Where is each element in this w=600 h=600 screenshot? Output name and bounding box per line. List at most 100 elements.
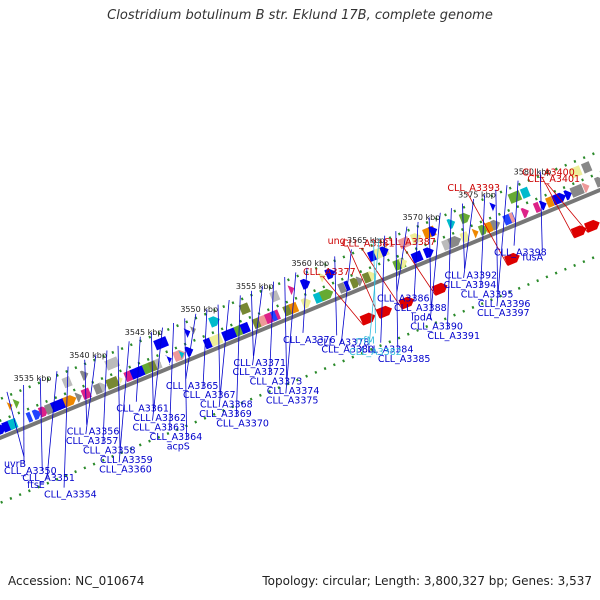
gene-feature <box>239 321 251 335</box>
gene-feature <box>446 219 456 230</box>
leader-line <box>202 309 208 389</box>
gene-block <box>519 186 531 199</box>
leader-line <box>513 180 519 246</box>
gene-label: CLL_A3359 <box>100 455 153 466</box>
gene-arrow <box>563 190 572 201</box>
gene-feature <box>532 201 542 213</box>
gene-arrow <box>428 226 438 237</box>
leader-line <box>46 371 58 479</box>
highlight-arrow <box>359 312 376 326</box>
gene-block <box>569 183 585 198</box>
gene-label: CLL_A3351 <box>22 473 75 484</box>
gene-feature <box>490 219 501 231</box>
tick-label: 3555 kbp <box>236 282 274 291</box>
leader-line <box>269 281 275 375</box>
gene-feature <box>269 290 281 303</box>
gene-arrow <box>300 298 312 309</box>
gene-arrow <box>184 346 194 357</box>
leader-line <box>102 350 108 444</box>
leader-line <box>539 171 543 251</box>
gene-feature <box>563 190 572 201</box>
gene-block <box>508 212 516 224</box>
leader-line <box>380 235 386 343</box>
gene-feature <box>208 333 224 347</box>
guide-line <box>0 253 600 504</box>
leader-line <box>84 359 88 425</box>
leader-line <box>63 366 69 488</box>
gene-block <box>269 290 281 303</box>
gene-label: CLL_A3371 <box>233 358 286 369</box>
gene-arrow <box>299 278 311 290</box>
gene-arrow <box>165 355 172 365</box>
gene-feature <box>520 208 529 218</box>
leader-line <box>480 194 486 288</box>
highlight-gene <box>376 305 392 319</box>
leader-line <box>322 276 364 326</box>
gene-feature <box>189 325 196 336</box>
gene-block <box>61 376 73 389</box>
gene-feature <box>422 247 434 259</box>
leader-line <box>446 208 452 330</box>
gene-label: CLL_A3374 <box>267 386 320 397</box>
leader-line <box>39 378 43 472</box>
gene-feature <box>471 228 479 239</box>
gene-block <box>337 282 347 294</box>
gene-block <box>104 356 121 371</box>
gene-label: CLL_A3356 <box>67 427 120 438</box>
gene-block <box>7 417 19 431</box>
highlight-gene <box>570 225 587 239</box>
gene-label: CLL_A3354 <box>44 490 97 501</box>
gene-label: CLL_A3385 <box>378 354 431 365</box>
gene-label: CLL_A3361 <box>116 404 169 415</box>
red-gene-label: CLL_A3393 <box>447 183 500 194</box>
gene-block <box>80 387 92 400</box>
gene-label: CLL_A3360 <box>99 464 152 475</box>
gene-block <box>532 201 542 213</box>
gene-block <box>568 165 583 179</box>
gene-arrow <box>593 176 600 188</box>
gene-feature <box>183 328 191 338</box>
gene-arrow <box>183 328 191 338</box>
gene-label: lpdA <box>411 312 433 323</box>
leader-line <box>117 345 121 453</box>
gene-feature <box>25 411 34 423</box>
leader-line <box>547 183 588 233</box>
highlight-arrow <box>431 282 448 296</box>
gene-label: CLL_A3350 <box>4 466 57 477</box>
accession-text: Accession: NC_010674 <box>8 574 145 588</box>
red-gene-label: CLL_A3377 <box>303 267 356 278</box>
gene-label: ftsE <box>27 480 45 491</box>
highlight-gene <box>583 219 600 233</box>
gene-label: CLL_A3358 <box>83 446 136 457</box>
gene-arrow <box>62 395 77 408</box>
gene-feature <box>519 186 531 199</box>
gene-feature <box>508 212 516 224</box>
highlight-gene <box>398 296 415 310</box>
tick-label: 3550 kbp <box>180 305 218 314</box>
gene-label: CLL_A3367 <box>183 390 236 401</box>
leader-line <box>284 277 288 385</box>
gene-label: CLL_A3378 <box>317 337 370 348</box>
gene-arrow <box>208 316 220 328</box>
genome-summary-text: Topology: circular; Length: 3,800,327 bp… <box>262 574 592 588</box>
leader-line <box>169 322 175 430</box>
guide-line <box>0 171 600 423</box>
gene-arrow <box>177 350 185 360</box>
gene-feature <box>458 212 471 225</box>
gene-label: CLL_A3376 <box>283 335 336 346</box>
gene-feature <box>98 382 107 393</box>
gene-label: CLL_A3365 <box>166 381 219 392</box>
gene-block <box>545 196 555 208</box>
gene-arrow <box>287 285 295 295</box>
gene-block <box>25 411 34 423</box>
gene-block <box>507 190 523 204</box>
gene-arrow <box>12 399 20 409</box>
highlight-arrow <box>503 252 520 266</box>
gene-label: CLL_A3388 <box>394 303 447 314</box>
tick-label: 3545 kbp <box>125 328 163 337</box>
gene-feature <box>74 392 82 403</box>
leader-line <box>6 391 25 457</box>
leader-line <box>495 189 499 297</box>
gene-feature <box>318 288 334 302</box>
